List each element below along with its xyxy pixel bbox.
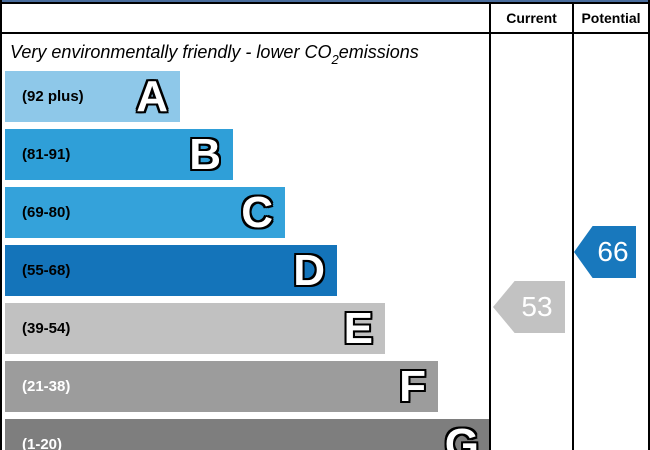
band-a: (92 plus) A	[5, 71, 180, 122]
header-row: Current Potential	[2, 2, 648, 34]
chart-title-text: Very environmentally friendly - lower CO	[10, 42, 332, 62]
band-b-range: (81-91)	[22, 146, 71, 163]
band-d-range: (55-68)	[22, 262, 71, 279]
current-rating-value: 53	[521, 291, 553, 322]
band-f-range: (21-38)	[22, 378, 71, 395]
band-e-letter: E	[343, 304, 373, 353]
band-f-letter: F	[399, 362, 426, 411]
rating-bands-column: Very environmentally friendly - lower CO…	[2, 34, 491, 450]
header-spacer	[2, 4, 489, 32]
band-a-letter: A	[136, 72, 168, 121]
band-a-range: (92 plus)	[22, 88, 84, 105]
band-g-range: (1-20)	[22, 436, 63, 450]
band-g: (1-20) G	[5, 419, 491, 450]
potential-column-header: Potential	[572, 4, 648, 32]
band-e-range: (39-54)	[22, 320, 71, 337]
chart-body: Very environmentally friendly - lower CO…	[2, 34, 648, 450]
chart-title-subscript: 2	[331, 52, 339, 67]
band-c-range: (69-80)	[22, 204, 71, 221]
top-strip	[2, 0, 648, 2]
current-rating-arrow: 53	[493, 281, 565, 333]
band-d-letter: D	[293, 246, 325, 295]
potential-column: 66	[572, 34, 648, 450]
band-g-letter: G	[444, 420, 479, 450]
current-column: 53	[489, 34, 572, 450]
band-d: (55-68) D	[5, 245, 337, 296]
band-b-letter: B	[189, 130, 221, 179]
band-c-letter: C	[241, 188, 273, 237]
band-c: (69-80) C	[5, 187, 285, 238]
band-e: (39-54) E	[5, 303, 385, 354]
potential-rating-value: 66	[597, 236, 629, 267]
chart-title-suffix: emissions	[338, 42, 419, 62]
band-f: (21-38) F	[5, 361, 438, 412]
potential-rating-arrow: 66	[574, 226, 636, 278]
band-b: (81-91) B	[5, 129, 233, 180]
current-column-header: Current	[489, 4, 572, 32]
chart-title: Very environmentally friendly - lower CO…	[2, 34, 489, 71]
